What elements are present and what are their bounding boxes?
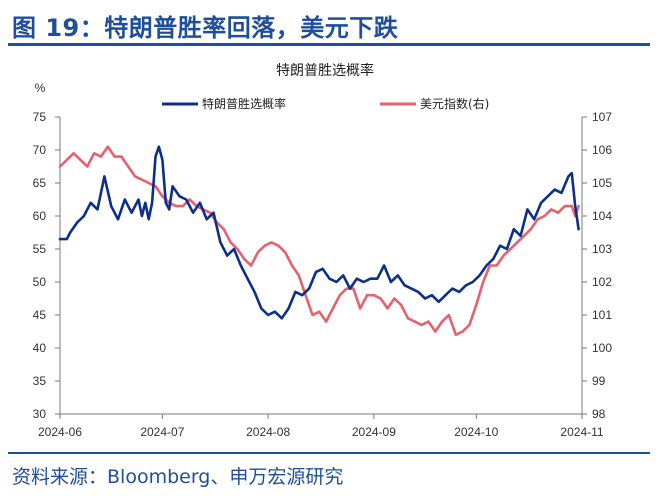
right-tick-label: 107 — [592, 110, 612, 124]
figure-title: 图 19：特朗普胜率回落，美元下跌 — [12, 14, 399, 42]
left-tick-label: 30 — [33, 407, 47, 421]
legend: 特朗普胜选概率 美元指数(右) — [162, 96, 489, 111]
x-tick-label: 2024-08 — [246, 425, 290, 439]
chart: 特朗普胜选概率 % 特朗普胜选概率 美元指数(右) 303540455055606… — [33, 62, 613, 439]
legend-label: 特朗普胜选概率 — [202, 96, 286, 111]
left-tick-label: 55 — [33, 242, 47, 256]
x-tick-label: 2024-06 — [38, 425, 82, 439]
right-tick-label: 105 — [592, 176, 612, 190]
left-tick-label: 70 — [33, 143, 47, 157]
legend-label: 美元指数(右) — [420, 96, 489, 111]
right-tick-label: 103 — [592, 242, 612, 256]
x-tick-label: 2024-11 — [560, 425, 603, 439]
title-rule — [8, 43, 650, 46]
series-line-dollar-index — [58, 145, 580, 337]
right-tick-label: 98 — [592, 407, 606, 421]
left-axis-unit: % — [35, 81, 46, 95]
left-tick-label: 45 — [33, 308, 47, 322]
right-tick-label: 99 — [592, 374, 606, 388]
right-tick-label: 102 — [592, 275, 612, 289]
right-tick-label: 100 — [592, 341, 612, 355]
left-tick-label: 65 — [33, 176, 47, 190]
source-note: 资料来源：Bloomberg、申万宏源研究 — [12, 466, 344, 488]
right-tick-label: 106 — [592, 143, 612, 157]
chart-title: 特朗普胜选概率 — [276, 62, 374, 79]
left-tick-label: 40 — [33, 341, 47, 355]
left-tick-label: 60 — [33, 209, 47, 223]
left-tick-label: 35 — [33, 374, 47, 388]
right-tick-label: 104 — [592, 209, 612, 223]
x-tick-label: 2024-10 — [454, 425, 498, 439]
source-rule — [8, 452, 650, 454]
series-line-trump-probability — [58, 145, 580, 320]
series-layer — [58, 145, 580, 337]
right-tick-label: 101 — [592, 308, 612, 322]
x-tick-label: 2024-09 — [352, 425, 396, 439]
axes: 30 35 40 45 50 55 60 65 70 75 98 99 100 101 102 103 104 1… — [33, 110, 613, 439]
left-tick-label: 50 — [33, 275, 47, 289]
x-tick-label: 2024-07 — [140, 425, 184, 439]
left-tick-label: 75 — [33, 110, 47, 124]
